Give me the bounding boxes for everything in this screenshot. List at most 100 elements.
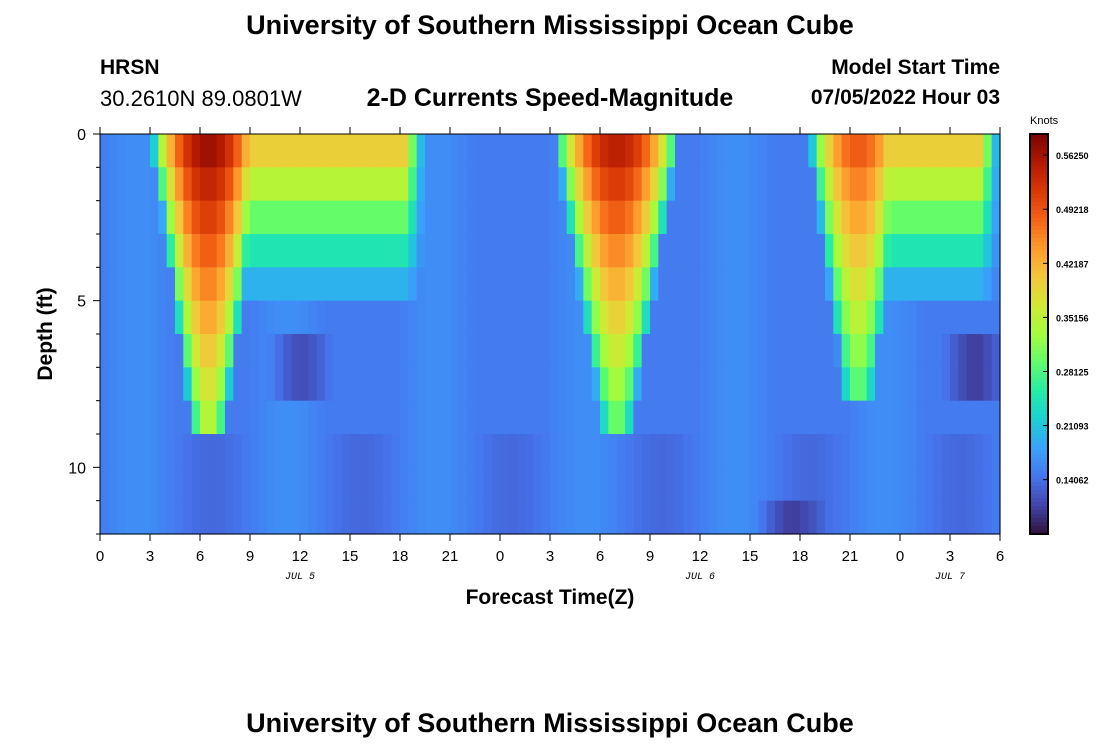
heatmap-cell: [175, 400, 184, 435]
heatmap-cell: [116, 167, 126, 202]
heatmap-cell: [591, 334, 601, 368]
heatmap-cell: [283, 167, 293, 202]
heatmap-cell: [508, 467, 518, 502]
heatmap-cell: [641, 500, 651, 535]
heatmap-cell: [575, 500, 584, 535]
heatmap-cell: [916, 167, 926, 202]
heatmap-cell: [350, 367, 359, 402]
heatmap-cell: [950, 500, 959, 535]
heatmap-cell: [175, 434, 184, 468]
heatmap-cell: [166, 400, 176, 435]
heatmap-cell: [750, 167, 759, 202]
heatmap-cell: [100, 400, 109, 435]
heatmap-cell: [525, 500, 534, 535]
heatmap-cell: [625, 267, 634, 302]
x-tick-label: 3: [946, 548, 954, 565]
heatmap-cell: [391, 400, 401, 435]
heatmap-cell: [183, 267, 193, 302]
heatmap-cell: [308, 200, 318, 235]
heatmap-cell: [941, 334, 951, 368]
heatmap-cell: [316, 500, 326, 535]
heatmap-cell: [475, 334, 484, 368]
heatmap-cell: [316, 434, 326, 468]
heatmap-cell: [791, 234, 801, 268]
heatmap-cell: [366, 134, 376, 168]
heatmap-cell: [941, 500, 951, 535]
heatmap-cell: [225, 500, 234, 535]
heatmap-cell: [633, 367, 643, 402]
heatmap-cell: [791, 500, 801, 535]
heatmap-cell: [225, 434, 234, 468]
heatmap-cell: [591, 300, 601, 335]
heatmap-cell: [625, 367, 634, 402]
heatmap-cell: [950, 300, 959, 335]
heatmap-cell: [775, 267, 784, 302]
heatmap-cell: [816, 500, 826, 535]
heatmap-cell: [333, 200, 343, 235]
heatmap-cell: [925, 134, 934, 168]
heatmap-cell: [708, 200, 718, 235]
heatmap-cell: [166, 500, 176, 535]
heatmap-cell: [516, 167, 526, 202]
colorbar-swatch: [1030, 154, 1048, 159]
colorbar-swatch: [1030, 146, 1048, 151]
heatmap-cell: [908, 400, 918, 435]
heatmap-cell: [641, 200, 651, 235]
heatmap-cell: [933, 500, 943, 535]
heatmap-cell: [200, 434, 209, 468]
heatmap-cell: [391, 234, 401, 268]
heatmap-cell: [466, 167, 476, 202]
heatmap-cell: [641, 367, 651, 402]
heatmap-cell: [683, 434, 693, 468]
heatmap-cell: [375, 234, 384, 268]
heatmap-cell: [908, 267, 918, 302]
heatmap-cell: [241, 134, 251, 168]
heatmap-cell: [350, 434, 359, 468]
heatmap-cell: [266, 134, 276, 168]
heatmap-cell: [716, 267, 726, 302]
heatmap-cell: [858, 200, 868, 235]
heatmap-cell: [775, 300, 784, 335]
heatmap-cell: [608, 400, 618, 435]
heatmap-cell: [766, 467, 776, 502]
heatmap-cell: [125, 134, 134, 168]
colorbar-swatch: [1030, 342, 1048, 347]
heatmap-cell: [575, 367, 584, 402]
heatmap-cell: [208, 400, 218, 435]
heatmap-cell: [158, 167, 168, 202]
heatmap-cell: [458, 367, 468, 402]
heatmap-cell: [333, 234, 343, 268]
heatmap-cell: [641, 300, 651, 335]
heatmap-cell: [700, 434, 709, 468]
heatmap-cell: [425, 234, 434, 268]
heatmap-cell: [300, 300, 309, 335]
heatmap-cell: [533, 467, 543, 502]
heatmap-cell: [325, 367, 334, 402]
heatmap-cell: [291, 200, 301, 235]
heatmap-cell: [158, 434, 168, 468]
heatmap-cell: [758, 500, 768, 535]
heatmap-cell: [241, 434, 251, 468]
heatmap-cell: [383, 167, 393, 202]
heatmap-cell: [416, 134, 426, 168]
heatmap-cell: [175, 334, 184, 368]
heatmap-cell: [983, 367, 993, 402]
heatmap-cell: [608, 267, 618, 302]
heatmap-cell: [475, 267, 484, 302]
heatmap-cell: [550, 267, 559, 302]
heatmap-cell: [433, 200, 443, 235]
heatmap-cell: [675, 200, 684, 235]
heatmap-cell: [233, 500, 243, 535]
colorbar-swatch: [1030, 478, 1048, 483]
heatmap-cell: [850, 167, 859, 202]
heatmap-cell: [325, 400, 334, 435]
heatmap-cell: [825, 267, 834, 302]
heatmap-cell: [125, 334, 134, 368]
heatmap-cell: [741, 500, 751, 535]
heatmap-cell: [158, 334, 168, 368]
heatmap-cell: [750, 434, 759, 468]
heatmap-cell: [900, 300, 909, 335]
heatmap-cell: [491, 500, 501, 535]
heatmap-cell: [391, 367, 401, 402]
heatmap-cell: [708, 300, 718, 335]
